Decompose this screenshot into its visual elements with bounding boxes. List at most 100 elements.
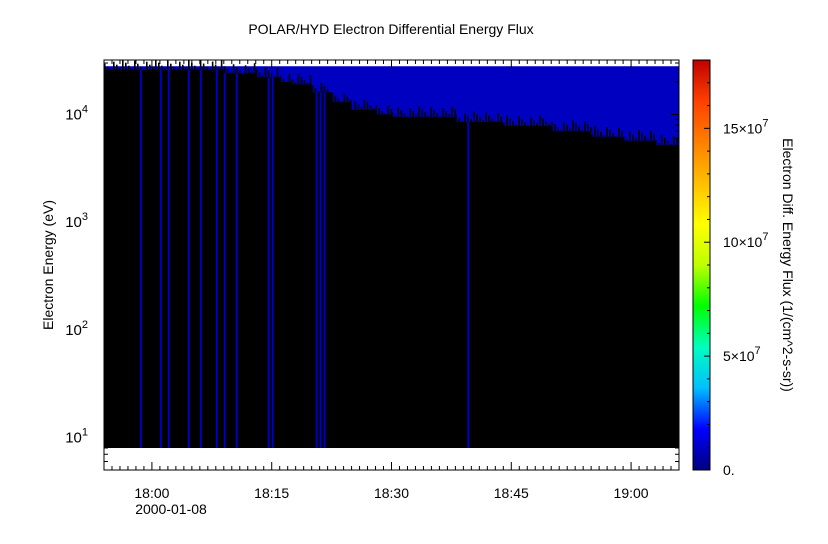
boundary-spike — [303, 80, 306, 85]
plot-area — [104, 59, 679, 449]
flux-stripe — [199, 69, 202, 449]
boundary-spike — [424, 112, 427, 117]
boundary-spike — [349, 99, 352, 103]
boundary-spike — [317, 91, 320, 93]
x-tick-label: 18:30 — [374, 485, 409, 501]
boundary-spike — [560, 130, 562, 132]
boundary-spike — [197, 68, 199, 70]
boundary-spike — [273, 76, 276, 78]
boundary-spike — [113, 61, 115, 70]
boundary-spike — [482, 120, 484, 123]
boundary-spike — [191, 62, 193, 70]
boundary-spike — [653, 133, 655, 141]
boundary-spike — [606, 126, 608, 137]
boundary-spike — [297, 74, 300, 85]
boundary-spike — [587, 124, 589, 132]
boundary-spike — [500, 116, 502, 123]
boundary-spike — [128, 65, 130, 70]
boundary-spike — [167, 60, 169, 70]
boundary-spike — [476, 114, 478, 123]
boundary-spike — [326, 89, 329, 93]
boundary-spike — [363, 99, 366, 110]
boundary-spike — [306, 83, 309, 85]
boundary-spike — [594, 125, 596, 137]
boundary-spike — [375, 104, 378, 115]
boundary-spike — [667, 141, 669, 146]
x-tick-label: 18:45 — [494, 485, 529, 501]
boundary-spike — [557, 127, 559, 132]
boundary-spike — [155, 59, 157, 70]
boundary-spike — [448, 114, 451, 117]
y-tick-label: 104 — [65, 103, 88, 123]
boundary-spike — [664, 138, 666, 146]
boundary-spike — [397, 107, 400, 117]
y-tick-label: 101 — [65, 427, 88, 447]
boundary-spike — [454, 109, 457, 117]
colorbar-tick-label: 5×107 — [723, 345, 761, 364]
flux-stripe — [319, 92, 322, 449]
boundary-spike — [412, 111, 415, 117]
boundary-spike — [418, 106, 421, 117]
colorbar-tick-label: 10×107 — [723, 231, 768, 250]
boundary-spike — [488, 115, 490, 123]
boundary-spike — [566, 125, 568, 132]
boundary-spike — [235, 67, 238, 74]
boundary-spike — [378, 107, 381, 115]
boundary-spike — [140, 66, 142, 70]
boundary-spike — [676, 139, 678, 146]
boundary-spike — [458, 118, 460, 123]
boundary-spike — [584, 121, 586, 132]
boundary-spike — [107, 66, 109, 70]
boundary-spike — [641, 132, 643, 141]
boundary-spike — [311, 85, 314, 93]
boundary-spike — [170, 63, 172, 70]
boundary-spike — [400, 110, 403, 117]
boundary-spike — [427, 115, 430, 117]
flux-stripe — [235, 73, 238, 449]
y-tick-label: 102 — [65, 319, 88, 339]
boundary-spike — [391, 112, 394, 117]
boundary-spike — [421, 109, 424, 117]
boundary-spike — [314, 88, 317, 93]
boundary-spike — [430, 107, 433, 117]
boundary-spike — [464, 113, 466, 123]
boundary-spike — [323, 86, 326, 93]
flux-stripe — [467, 122, 470, 449]
boundary-spike — [255, 69, 258, 78]
boundary-spike — [134, 60, 136, 70]
colorbar-axis: 0. 5×107 10×107 15×107 — [704, 59, 768, 478]
boundary-spike — [527, 125, 529, 127]
y-axis: 101 102 103 104 — [65, 62, 679, 471]
boundary-spike — [497, 113, 499, 123]
low-flux-region — [104, 69, 679, 449]
boundary-spike — [185, 67, 187, 70]
boundary-spike — [288, 73, 291, 82]
boundary-spike — [188, 59, 190, 70]
boundary-spike — [179, 61, 181, 70]
boundary-spike — [205, 66, 208, 70]
boundary-spike — [650, 130, 652, 141]
boundary-spike — [267, 70, 270, 78]
flux-stripe — [223, 73, 226, 449]
boundary-spike — [291, 79, 294, 85]
boundary-spike — [461, 121, 463, 123]
boundary-spike — [539, 115, 541, 127]
boundary-spike — [439, 116, 442, 117]
boundary-spike — [409, 108, 412, 117]
boundary-spike — [494, 121, 496, 123]
boundary-spike — [615, 135, 617, 137]
boundary-spike — [270, 73, 273, 78]
boundary-spike — [229, 72, 232, 74]
boundary-spike — [253, 63, 256, 74]
boundary-spike — [226, 69, 229, 74]
boundary-spike — [563, 122, 565, 132]
boundary-spike — [214, 64, 217, 70]
boundary-spike — [503, 123, 505, 127]
boundary-spike — [202, 63, 205, 70]
boundary-spike — [638, 129, 640, 141]
boundary-spike — [173, 66, 175, 70]
boundary-spike — [264, 67, 267, 78]
boundary-spike — [521, 119, 523, 127]
boundary-spike — [569, 128, 571, 132]
